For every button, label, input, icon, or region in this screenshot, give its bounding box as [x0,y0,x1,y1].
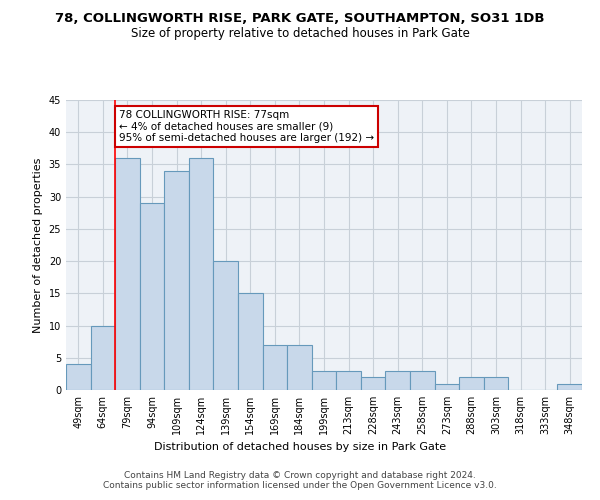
Y-axis label: Number of detached properties: Number of detached properties [33,158,43,332]
Bar [189,158,214,390]
Bar [91,326,115,390]
Bar [385,370,410,390]
Bar [164,171,189,390]
Bar [434,384,459,390]
Bar [263,345,287,390]
Bar [410,370,434,390]
Bar [557,384,582,390]
Bar [66,364,91,390]
Bar [361,377,385,390]
Bar [115,158,140,390]
Bar [312,370,336,390]
Text: Distribution of detached houses by size in Park Gate: Distribution of detached houses by size … [154,442,446,452]
Text: Contains HM Land Registry data © Crown copyright and database right 2024.
Contai: Contains HM Land Registry data © Crown c… [103,470,497,490]
Bar [140,203,164,390]
Text: Size of property relative to detached houses in Park Gate: Size of property relative to detached ho… [131,28,469,40]
Bar [238,294,263,390]
Bar [336,370,361,390]
Bar [484,377,508,390]
Bar [287,345,312,390]
Bar [214,261,238,390]
Text: 78, COLLINGWORTH RISE, PARK GATE, SOUTHAMPTON, SO31 1DB: 78, COLLINGWORTH RISE, PARK GATE, SOUTHA… [55,12,545,26]
Text: 78 COLLINGWORTH RISE: 77sqm
← 4% of detached houses are smaller (9)
95% of semi-: 78 COLLINGWORTH RISE: 77sqm ← 4% of deta… [119,110,374,143]
Bar [459,377,484,390]
